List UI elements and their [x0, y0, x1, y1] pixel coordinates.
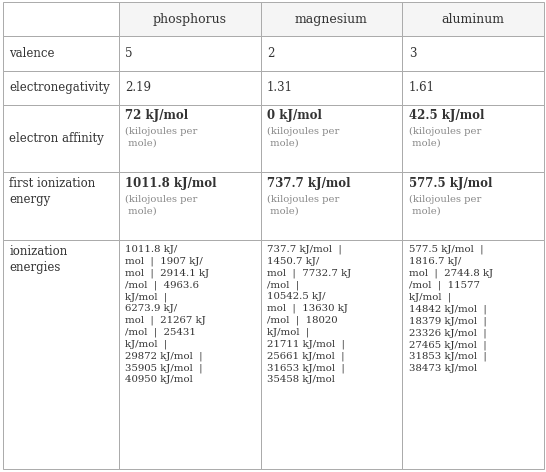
Text: (kilojoules per
 mole): (kilojoules per mole) — [267, 195, 340, 215]
Text: ionization
energies: ionization energies — [9, 245, 68, 274]
Text: 737.7 kJ/mol  |
1450.7 kJ/
mol  |  7732.7 kJ
/mol  |
10542.5 kJ/
mol  |  13630 k: 737.7 kJ/mol | 1450.7 kJ/ mol | 7732.7 k… — [267, 245, 352, 384]
Text: phosphorus: phosphorus — [153, 13, 227, 26]
Text: magnesium: magnesium — [295, 13, 368, 26]
Bar — [402, 172, 544, 240]
Text: 2: 2 — [267, 47, 275, 60]
Text: 1.61: 1.61 — [409, 81, 435, 94]
Text: (kilojoules per
 mole): (kilojoules per mole) — [409, 127, 481, 148]
Text: (kilojoules per
 mole): (kilojoules per mole) — [267, 127, 340, 148]
Text: (kilojoules per
 mole): (kilojoules per mole) — [126, 195, 198, 215]
Text: 1011.8 kJ/
mol  |  1907 kJ/
mol  |  2914.1 kJ
/mol  |  4963.6
kJ/mol  |
6273.9 k: 1011.8 kJ/ mol | 1907 kJ/ mol | 2914.1 k… — [126, 245, 210, 384]
Text: 2.19: 2.19 — [126, 81, 151, 94]
Text: (kilojoules per
 mole): (kilojoules per mole) — [126, 127, 198, 148]
Text: 3: 3 — [409, 47, 416, 60]
Bar — [3, 71, 119, 105]
Text: 0 kJ/mol: 0 kJ/mol — [267, 110, 322, 122]
Bar — [260, 2, 402, 36]
Bar — [402, 2, 544, 36]
Bar — [119, 36, 260, 71]
Text: electronegativity: electronegativity — [9, 81, 110, 94]
Bar — [402, 36, 544, 71]
Text: 1011.8 kJ/mol: 1011.8 kJ/mol — [126, 177, 217, 190]
Bar — [402, 71, 544, 105]
Text: (kilojoules per
 mole): (kilojoules per mole) — [409, 195, 481, 215]
Text: 577.5 kJ/mol: 577.5 kJ/mol — [409, 177, 492, 190]
Bar — [119, 240, 260, 469]
Text: 737.7 kJ/mol: 737.7 kJ/mol — [267, 177, 351, 190]
Bar — [260, 172, 402, 240]
Bar — [3, 2, 119, 36]
Bar — [260, 71, 402, 105]
Text: aluminum: aluminum — [442, 13, 505, 26]
Bar — [260, 105, 402, 172]
Text: first ionization
energy: first ionization energy — [9, 177, 96, 206]
Bar — [3, 172, 119, 240]
Text: 1.31: 1.31 — [267, 81, 293, 94]
Bar — [260, 36, 402, 71]
Bar — [3, 105, 119, 172]
Text: 42.5 kJ/mol: 42.5 kJ/mol — [409, 110, 484, 122]
Bar — [260, 240, 402, 469]
Text: 72 kJ/mol: 72 kJ/mol — [126, 110, 188, 122]
Bar — [119, 105, 260, 172]
Text: 577.5 kJ/mol  |
1816.7 kJ/
mol  |  2744.8 kJ
/mol  |  11577
kJ/mol  |
14842 kJ/m: 577.5 kJ/mol | 1816.7 kJ/ mol | 2744.8 k… — [409, 245, 493, 373]
Text: 5: 5 — [126, 47, 133, 60]
Bar — [119, 2, 260, 36]
Bar — [402, 105, 544, 172]
Bar — [3, 36, 119, 71]
Text: valence: valence — [9, 47, 55, 60]
Bar — [119, 172, 260, 240]
Bar — [3, 240, 119, 469]
Text: electron affinity: electron affinity — [9, 132, 104, 145]
Bar — [119, 71, 260, 105]
Bar — [402, 240, 544, 469]
